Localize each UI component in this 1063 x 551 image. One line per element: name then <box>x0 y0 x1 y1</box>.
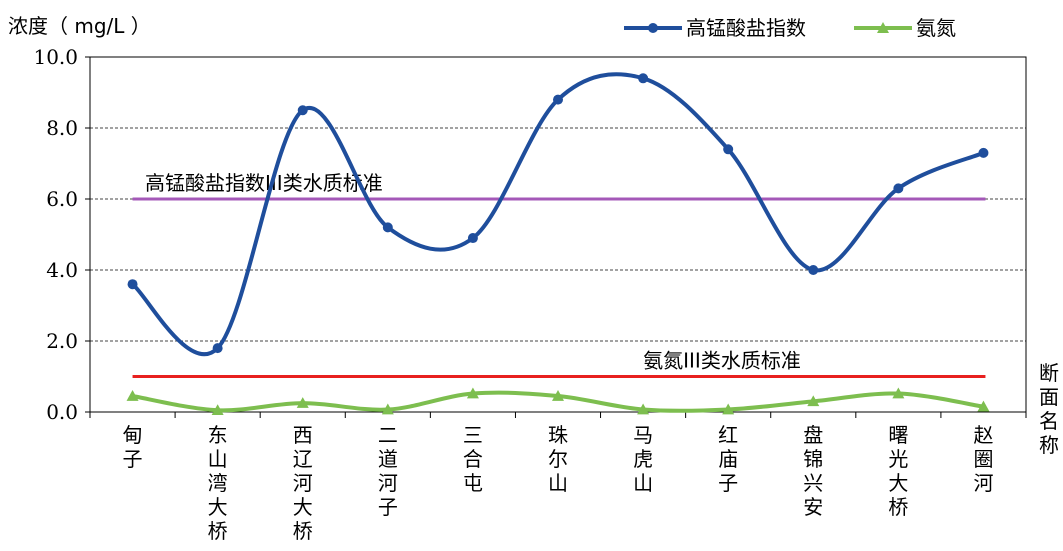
category-label: 盘锦兴安 <box>803 423 823 519</box>
series-layer <box>126 72 990 416</box>
y-axis-title: 浓度（ mg/L ） <box>8 14 151 38</box>
data-point <box>382 222 393 233</box>
category-label: 西辽河大桥 <box>293 423 313 543</box>
reference-line-label: 氨氮III类水质标准 <box>643 349 801 373</box>
axes <box>85 56 1027 418</box>
data-point <box>978 147 989 158</box>
legend-label: 高锰酸盐指数 <box>686 16 806 40</box>
category-label: 东山湾大桥 <box>208 423 228 543</box>
data-point <box>892 387 905 399</box>
data-point <box>466 387 479 399</box>
category-label: 珠尔山 <box>548 423 568 495</box>
data-point <box>637 403 650 415</box>
data-point <box>723 144 734 155</box>
legend-marker <box>648 23 658 33</box>
category-label: 曙光大桥 <box>888 423 908 519</box>
data-point <box>212 343 223 354</box>
category-label: 三合屯 <box>463 423 483 495</box>
data-point <box>211 404 224 416</box>
data-point <box>638 73 649 84</box>
data-point <box>296 397 309 408</box>
plot-frame <box>89 56 1027 413</box>
data-point <box>808 265 819 275</box>
data-point <box>807 395 820 407</box>
reference-line-label: 高锰酸盐指数III类水质标准 <box>145 171 383 195</box>
y-tick-label: 8.0 <box>46 116 78 140</box>
category-label: 马虎山 <box>633 423 653 495</box>
category-label: 赵圈河 <box>973 423 993 495</box>
legend-marker <box>877 22 889 33</box>
legend-label: 氨氮 <box>916 16 956 40</box>
gridlines <box>90 127 1026 342</box>
data-point <box>127 279 138 290</box>
data-point <box>893 183 904 194</box>
data-point <box>126 390 139 401</box>
category-label: 红庙子 <box>718 423 738 495</box>
y-tick-label: 2.0 <box>46 329 78 353</box>
y-tick-label: 4.0 <box>46 258 78 282</box>
data-point <box>552 390 564 401</box>
series-line-1 <box>131 72 985 357</box>
data-point <box>977 400 990 412</box>
data-point <box>297 105 308 116</box>
category-label: 甸子 <box>123 423 143 471</box>
data-point <box>467 233 478 244</box>
y-tick-label: 6.0 <box>46 187 78 211</box>
x-axis-title: 断面名称 <box>1039 361 1059 457</box>
data-point <box>381 403 394 415</box>
legend: 高锰酸盐指数 氨氮 <box>624 16 956 40</box>
y-tick-label: 0.0 <box>46 400 78 424</box>
data-point <box>722 403 735 415</box>
y-tick-label: 10.0 <box>33 45 78 69</box>
data-point <box>553 94 563 105</box>
category-label: 二道河子 <box>378 423 398 519</box>
axis-labels: 0.0 2.0 4.0 6.0 8.0 10.0 甸子 东山湾大桥 西辽河大桥 二道河子 三合屯 珠尔… <box>8 14 1059 543</box>
